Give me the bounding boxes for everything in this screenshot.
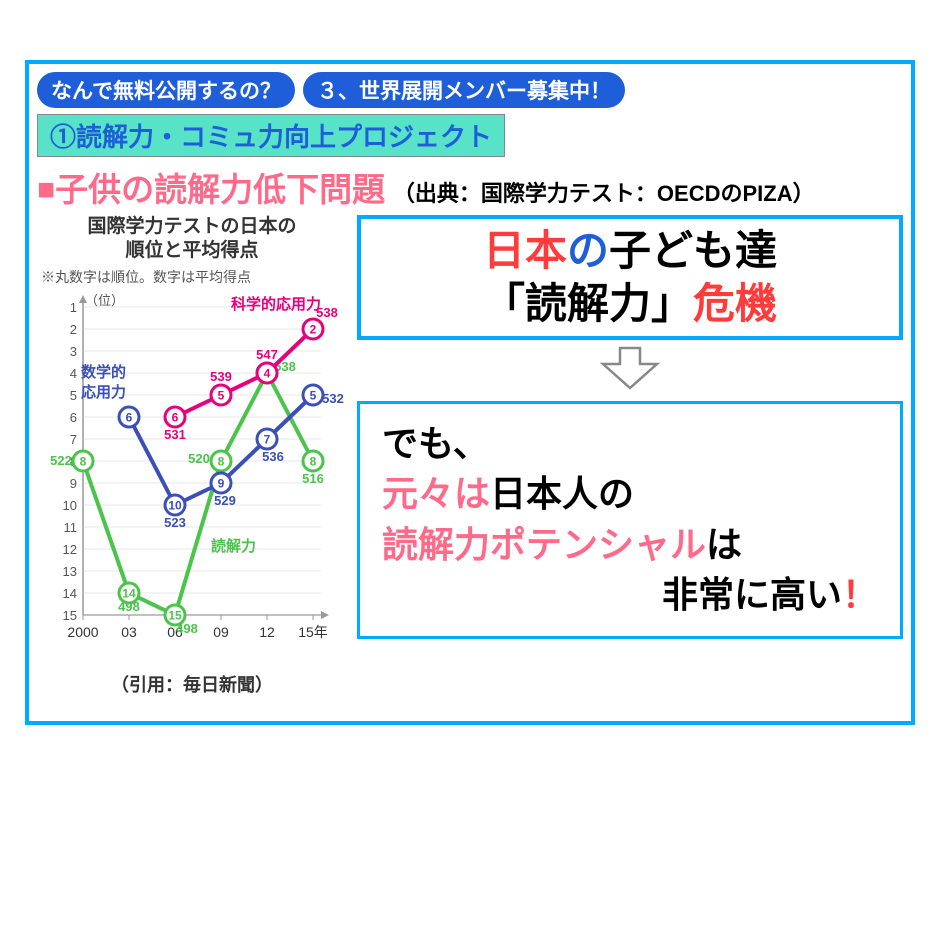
svg-text:6: 6 [172,410,179,424]
svg-text:14: 14 [63,586,77,601]
svg-text:2: 2 [70,322,77,337]
svg-text:6: 6 [126,410,133,424]
svg-text:536: 536 [262,449,284,464]
right-column: 日本の子ども達 「読解力」危機 でも、 元々は日本人の 読解力ポテンシャルは 非… [357,215,903,697]
svg-text:8: 8 [310,454,317,468]
box1-crisis: 危機 [693,280,777,327]
down-arrow-icon [357,346,903,395]
svg-text:13: 13 [63,564,77,579]
chart-title: 国際学力テストの日本の順位と平均得点 [37,215,347,263]
top-tags: なんで無料公開するの？ ３、世界展開メンバー募集中！ [37,72,903,108]
svg-text:2: 2 [310,322,317,336]
headline: ■子供の読解力低下問題 （出典：国際学力テスト：OECDのPIZA） [37,163,903,211]
svg-text:4: 4 [264,366,271,380]
svg-text:数学的: 数学的 [81,363,126,381]
svg-text:科学的応用力: 科学的応用力 [231,295,321,313]
svg-text:522: 522 [50,453,72,468]
chart-subtitle: ※丸数字は順位。数字は平均得点 [41,267,347,287]
svg-text:15: 15 [63,608,77,623]
svg-text:8: 8 [80,454,87,468]
svg-text:9: 9 [70,476,77,491]
svg-text:5: 5 [218,388,225,402]
box2-high: 非常に高い [662,574,842,615]
headline-square: ■ [37,173,55,206]
svg-text:498: 498 [176,621,198,636]
main-frame: なんで無料公開するの？ ３、世界展開メンバー募集中！ ①読解力・コミュ力向上プロ… [25,60,915,725]
tag-why-free: なんで無料公開するの？ [37,72,295,108]
svg-text:12: 12 [259,624,275,640]
svg-text:6: 6 [70,410,77,425]
box1-reading: 「読解力」 [483,280,693,327]
svg-text:498: 498 [118,599,140,614]
svg-text:09: 09 [213,624,229,640]
content-row: 国際学力テストの日本の順位と平均得点 ※丸数字は順位。数字は平均得点 12345… [37,215,903,697]
svg-text:10: 10 [168,498,182,512]
svg-text:（位）: （位） [85,293,124,308]
chart-citation: （引用：毎日新聞） [37,671,347,697]
svg-text:1: 1 [70,300,77,315]
svg-text:547: 547 [256,347,278,362]
svg-text:532: 532 [322,391,344,406]
svg-text:読解力: 読解力 [211,537,256,555]
svg-text:529: 529 [214,493,236,508]
svg-text:516: 516 [302,471,324,486]
svg-text:7: 7 [264,432,271,446]
svg-text:8: 8 [218,454,225,468]
svg-text:9: 9 [218,476,225,490]
ranking-chart: 123456789101112131415（位）20000306091215年8… [37,289,347,669]
svg-text:11: 11 [64,520,78,535]
svg-text:03: 03 [121,624,137,640]
svg-text:10: 10 [63,498,77,513]
svg-text:539: 539 [210,369,232,384]
svg-text:15年: 15年 [298,624,328,640]
crisis-box: 日本の子ども達 「読解力」危機 [357,215,903,340]
svg-text:520: 520 [188,451,210,466]
box2-wa: は [706,524,742,565]
box2-bang: ！ [842,574,878,615]
headline-source: （出典：国際学力テスト：OECDのPIZA） [393,181,815,206]
box1-children: 子ども達 [609,227,777,274]
potential-box: でも、 元々は日本人の 読解力ポテンシャルは 非常に高い！ [357,401,903,639]
tag-recruit: ３、世界展開メンバー募集中！ [303,72,625,108]
svg-text:7: 7 [70,432,77,447]
box2-but: でも、 [382,423,489,464]
svg-text:3: 3 [70,344,77,359]
headline-main: 子供の読解力低下問題 [55,171,385,208]
svg-text:5: 5 [310,388,317,402]
project-banner: ①読解力・コミュ力向上プロジェクト [37,114,505,157]
box1-japan: 日本 [483,227,567,274]
box1-no: の [567,227,609,274]
svg-text:12: 12 [63,542,77,557]
chart-column: 国際学力テストの日本の順位と平均得点 ※丸数字は順位。数字は平均得点 12345… [37,215,347,697]
svg-text:523: 523 [164,515,186,530]
svg-text:2000: 2000 [67,624,98,640]
svg-text:4: 4 [70,366,77,381]
svg-text:531: 531 [164,427,186,442]
box2-originally: 元々は [382,473,490,514]
svg-text:応用力: 応用力 [81,383,126,401]
box2-japanese: 日本人の [490,473,634,514]
svg-text:5: 5 [70,388,77,403]
box2-potential: 読解力ポテンシャル [382,524,706,565]
